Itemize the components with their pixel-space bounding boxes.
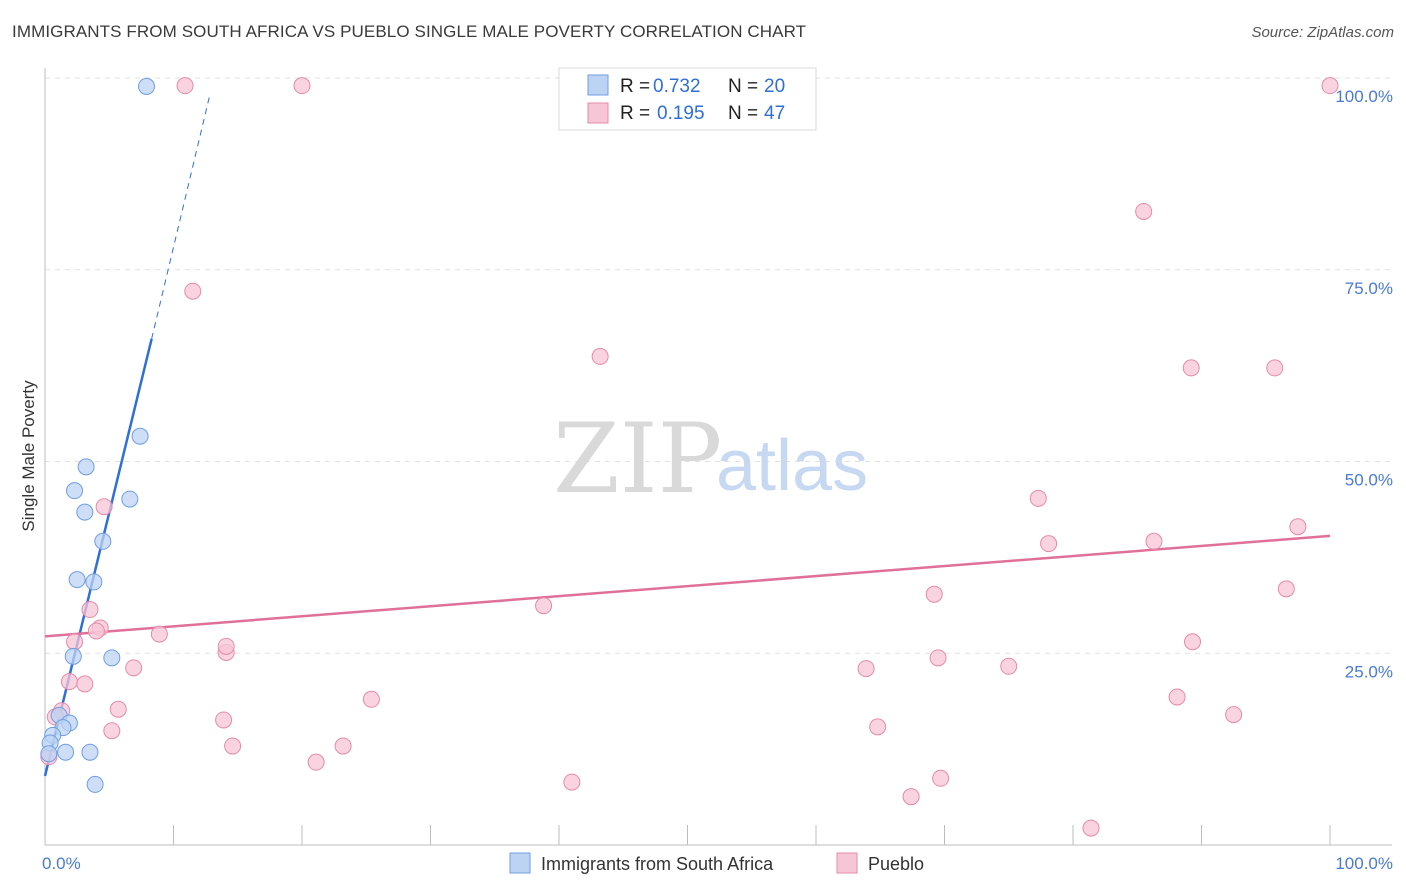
point-pueblo-24 bbox=[929, 649, 947, 667]
series-legend: Immigrants from South Africa Pueblo bbox=[509, 852, 924, 874]
point-pueblo-9 bbox=[95, 498, 113, 516]
legend-swatch-pink bbox=[587, 102, 609, 124]
point-pueblo-8 bbox=[1266, 359, 1284, 377]
point-pueblo-41 bbox=[334, 737, 352, 755]
point-pueblo-7 bbox=[1182, 359, 1200, 377]
legend-r-value-1: 0.732 bbox=[653, 76, 701, 97]
legend-r-label-1: R = bbox=[620, 76, 650, 97]
point-south-africa-2 bbox=[77, 458, 95, 476]
point-south-africa-17 bbox=[57, 743, 75, 761]
point-pueblo-2 bbox=[293, 77, 311, 95]
point-pueblo-45 bbox=[902, 788, 920, 806]
point-pueblo-11 bbox=[1289, 518, 1307, 536]
point-pueblo-40 bbox=[224, 737, 242, 755]
series-label-pueblo: Pueblo bbox=[868, 854, 924, 874]
x-tick-label-max: 100.0% bbox=[1335, 854, 1393, 873]
point-south-africa-19 bbox=[40, 745, 58, 763]
y-tick-label-4: 100.0% bbox=[1335, 87, 1393, 106]
correlation-legend: R = 0.732 N = 20 R = 0.195 N = 47 bbox=[558, 67, 817, 131]
point-south-africa-20 bbox=[86, 775, 104, 793]
point-south-africa-3 bbox=[131, 427, 149, 445]
series-swatch-blue bbox=[509, 852, 531, 874]
point-pueblo-26 bbox=[857, 660, 875, 678]
axes bbox=[44, 68, 1392, 846]
y-tick-label-3: 75.0% bbox=[1345, 279, 1393, 298]
point-pueblo-16 bbox=[925, 585, 943, 603]
point-pueblo-37 bbox=[215, 711, 233, 729]
legend-n-label-1: N = bbox=[728, 76, 758, 97]
source-label: Source: ZipAtlas.com bbox=[1251, 24, 1394, 41]
legend-n-value-1: 20 bbox=[764, 76, 785, 97]
series-swatch-pink bbox=[836, 852, 858, 874]
point-pueblo-25 bbox=[125, 659, 143, 677]
point-south-africa-4 bbox=[66, 482, 84, 500]
legend-r-value-2: 0.195 bbox=[657, 103, 705, 124]
chart-title: IMMIGRANTS FROM SOUTH AFRICA VS PUEBLO S… bbox=[12, 22, 807, 41]
watermark-atlas: atlas bbox=[716, 426, 868, 506]
legend-swatch-blue bbox=[587, 74, 609, 96]
legend-n-value-2: 47 bbox=[764, 103, 785, 124]
x-tick-label-min: 0.0% bbox=[42, 854, 81, 873]
series-label-south-africa: Immigrants from South Africa bbox=[541, 854, 774, 874]
legend-r-label-2: R = bbox=[620, 103, 650, 124]
point-pueblo-1 bbox=[176, 77, 194, 95]
point-south-africa-1 bbox=[138, 77, 156, 95]
point-pueblo-36 bbox=[1225, 706, 1243, 724]
point-pueblo-33 bbox=[109, 700, 127, 718]
trend-line-south-africa-extension bbox=[151, 96, 210, 339]
point-pueblo-19 bbox=[87, 622, 105, 640]
point-pueblo-30 bbox=[76, 675, 94, 693]
point-pueblo-32 bbox=[1168, 688, 1186, 706]
point-south-africa-6 bbox=[76, 503, 94, 521]
point-pueblo-20 bbox=[150, 625, 168, 643]
trend-line-pueblo bbox=[44, 534, 1331, 638]
y-axis-label: Single Male Poverty bbox=[19, 380, 38, 532]
point-south-africa-9 bbox=[85, 573, 103, 591]
point-pueblo-31 bbox=[362, 690, 380, 708]
y-tick-labels: 25.0% 50.0% 75.0% 100.0% bbox=[1335, 87, 1393, 681]
point-pueblo-28 bbox=[1184, 633, 1202, 651]
point-pueblo-29 bbox=[60, 673, 78, 691]
gridlines bbox=[45, 77, 1392, 654]
point-pueblo-27 bbox=[1000, 657, 1018, 675]
point-south-africa-11 bbox=[103, 649, 121, 667]
point-pueblo-12 bbox=[1040, 535, 1058, 553]
point-pueblo-43 bbox=[563, 773, 581, 791]
point-pueblo-42 bbox=[307, 753, 325, 771]
legend-n-label-2: N = bbox=[728, 103, 758, 124]
point-south-africa-8 bbox=[68, 571, 86, 589]
y-tick-label-2: 50.0% bbox=[1345, 471, 1393, 490]
point-pueblo-3 bbox=[1321, 77, 1339, 95]
point-pueblo-46 bbox=[1082, 819, 1100, 837]
point-pueblo-14 bbox=[81, 601, 99, 619]
point-south-africa-10 bbox=[64, 647, 82, 665]
point-pueblo-13 bbox=[1145, 532, 1163, 550]
y-tick-label-1: 25.0% bbox=[1345, 662, 1393, 681]
point-pueblo-10 bbox=[1029, 489, 1047, 507]
point-south-africa-5 bbox=[121, 490, 139, 508]
point-pueblo-15 bbox=[1277, 580, 1295, 598]
point-pueblo-44 bbox=[932, 769, 950, 787]
point-pueblo-6 bbox=[591, 347, 609, 365]
watermark: ZIP atlas bbox=[553, 403, 868, 515]
point-pueblo-21 bbox=[66, 633, 84, 651]
point-pueblo-39 bbox=[103, 722, 121, 740]
point-south-africa-7 bbox=[94, 532, 112, 550]
point-pueblo-5 bbox=[184, 282, 202, 300]
watermark-zip: ZIP bbox=[553, 403, 722, 515]
data-points bbox=[40, 77, 1339, 837]
point-pueblo-4 bbox=[1135, 202, 1153, 220]
x-tick-labels: 0.0% 100.0% bbox=[42, 854, 1393, 873]
point-south-africa-18 bbox=[81, 743, 99, 761]
point-pueblo-17 bbox=[535, 597, 553, 615]
point-pueblo-23 bbox=[217, 637, 235, 655]
point-pueblo-38 bbox=[869, 718, 887, 736]
